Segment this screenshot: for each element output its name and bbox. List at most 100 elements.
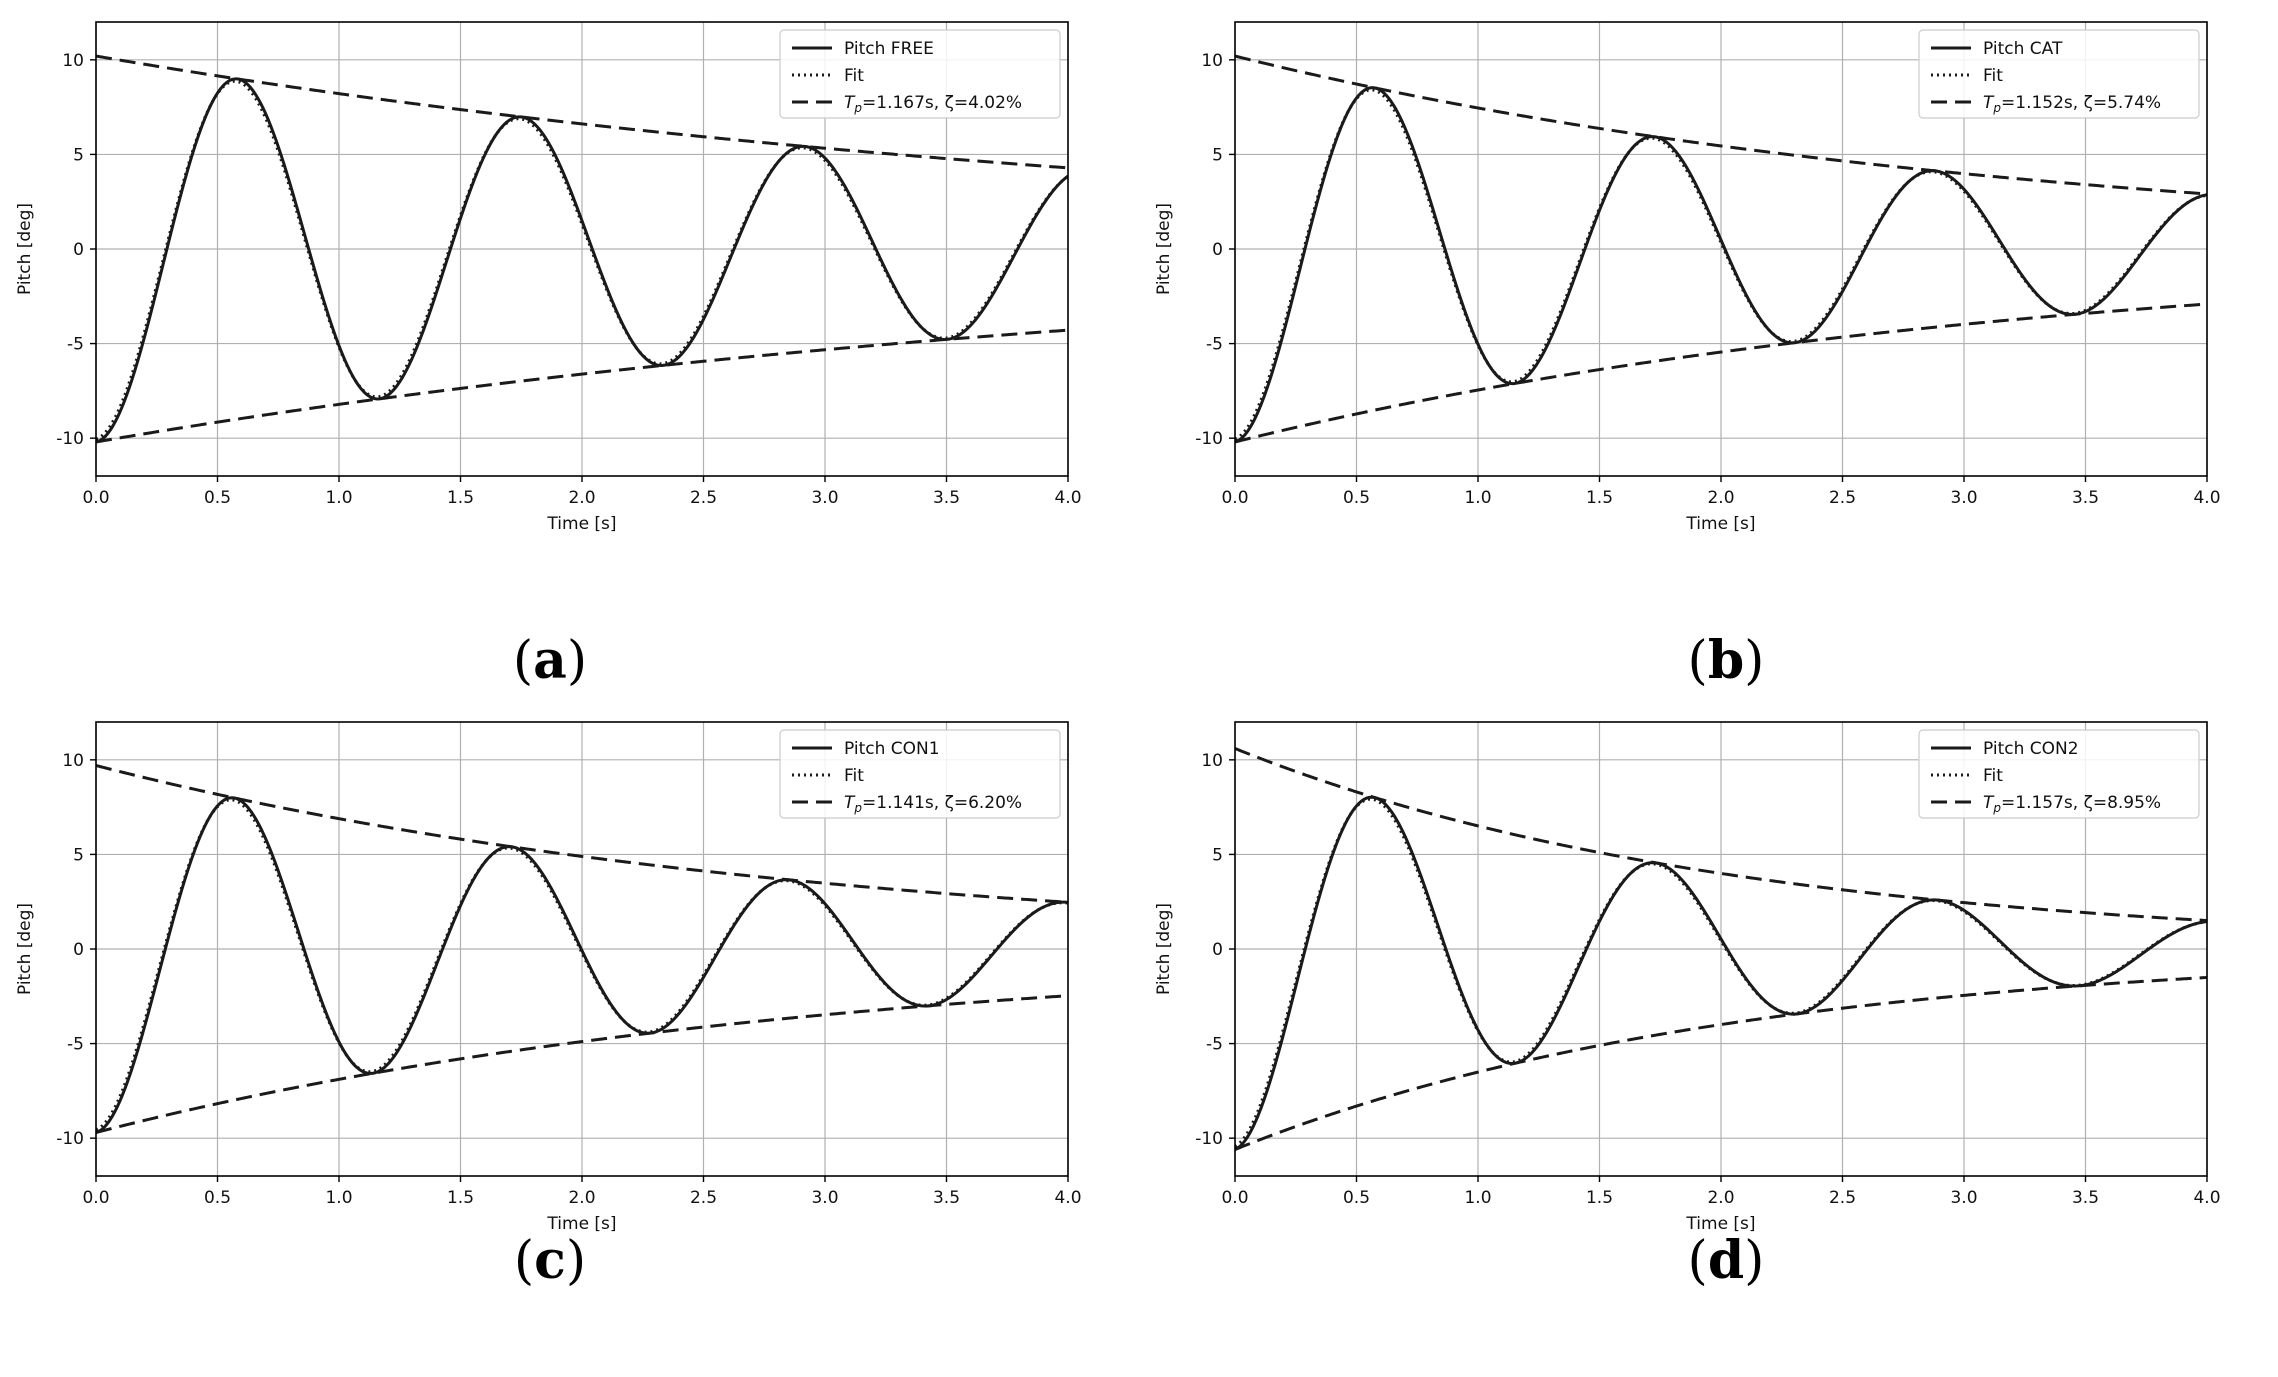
legend-label: Pitch CON1 [844,739,940,759]
series-pitch [96,796,1068,1134]
x-tick-label: 3.0 [1950,488,1977,508]
legend-label-value: =1.152s, ζ=5.74% [2001,93,2161,113]
y-tick-label: -5 [1206,1035,1223,1055]
y-tick-label: 10 [1201,751,1223,771]
legend-label: Pitch FREE [844,39,934,59]
y-tick-label: 5 [73,845,84,865]
legend-label: Tp=1.167s, ζ=4.02% [844,93,1022,115]
x-axis-label: Time [s] [1685,1214,1755,1234]
series-envelope-upper [1235,54,2207,196]
x-tick-label: 3.5 [933,1188,960,1208]
chart-panel-d: 0.0 0.5 1.0 1.5 2.0 2.5 3.0 3.5 4.0 10 5 0 -5 -10 Time… [1139,700,2278,1377]
chart-panel-c: 0.0 0.5 1.0 1.5 2.0 2.5 3.0 3.5 4.0 10 5 0 -5 -10 Time… [0,700,1139,1377]
y-tick-label: -10 [1195,1129,1223,1149]
legend-box [779,729,1061,819]
x-tick-label: 3.5 [2072,1188,2099,1208]
x-tick-label: 2.0 [568,488,595,508]
x-tick-label: 4.0 [2193,488,2220,508]
chart-svg-d: 0.0 0.5 1.0 1.5 2.0 2.5 3.0 3.5 4.0 10 5 0 -5 -10 Time… [1154,721,2221,1234]
x-tick-label: 3.0 [811,488,838,508]
y-tick-label: -10 [1195,429,1223,449]
chart-svg-c: 0.0 0.5 1.0 1.5 2.0 2.5 3.0 3.5 4.0 10 5 0 -5 -10 Time… [15,721,1082,1234]
y-tick-label: -5 [67,1035,84,1055]
legend: Pitch CON2 Fit Tp=1.157s, ζ=8.95% [1918,729,2200,819]
x-tick-label: 2.0 [1707,488,1734,508]
panel-caption-b: (b) [1687,630,1765,691]
series-envelope-lower [1235,975,2207,1151]
series-envelope-upper [96,54,1068,170]
legend-label-symbol: T [1983,93,1995,113]
x-tick-label: 0.0 [1221,1188,1248,1208]
chart-svg-b: 0.0 0.5 1.0 1.5 2.0 2.5 3.0 3.5 4.0 10 5 0 -5 -10 Time… [1154,21,2221,534]
x-tick-label: 0.0 [82,488,109,508]
x-tick-label: 0.5 [204,1188,231,1208]
series-pitch [96,77,1068,444]
x-tick-label: 0.5 [1343,1188,1370,1208]
y-tick-label: 0 [73,240,84,260]
x-axis-label: Time [s] [546,1214,616,1234]
x-tick-label: 1.5 [1586,1188,1613,1208]
legend-label: Tp=1.157s, ζ=8.95% [1983,793,2161,815]
legend-label: Fit [1983,766,2003,786]
series-envelope-lower [1235,302,2207,444]
x-tick-label: 2.5 [1829,488,1856,508]
y-tick-label: -10 [56,1129,84,1149]
x-tick-label: 1.0 [325,1188,352,1208]
series-envelope-lower [96,328,1068,444]
series-group [96,54,1068,444]
y-tick-label: 0 [1212,940,1223,960]
legend-label-symbol: T [844,793,856,813]
x-tick-label: 4.0 [2193,1188,2220,1208]
x-tick-label: 3.5 [933,488,960,508]
y-tick-label: 5 [1212,145,1223,165]
x-tick-label: 0.5 [204,488,231,508]
x-tick-label: 1.0 [1464,1188,1491,1208]
x-tick-label: 0.5 [1343,488,1370,508]
y-axis-label: Pitch [deg] [1154,903,1174,995]
legend: Pitch CAT Fit Tp=1.152s, ζ=5.74% [1918,29,2200,119]
series-group [1235,54,2207,444]
y-tick-label: 10 [1201,51,1223,71]
x-tick-label: 3.0 [1950,1188,1977,1208]
y-tick-label: 0 [1212,240,1223,260]
x-tick-label: 2.0 [568,1188,595,1208]
legend: Pitch FREE Fit Tp=1.167s, ζ=4.02% [779,29,1061,119]
x-tick-label: 0.0 [1221,488,1248,508]
x-tick-label: 3.5 [2072,488,2099,508]
x-tick-label: 0.0 [82,1188,109,1208]
y-tick-label: 5 [73,145,84,165]
series-pitch [1235,86,2207,444]
legend-label: Pitch CAT [1983,39,2063,59]
y-tick-label: 10 [62,751,84,771]
x-tick-label: 4.0 [1054,488,1081,508]
series-group [1235,747,2207,1151]
x-tick-label: 1.5 [447,1188,474,1208]
legend-label: Tp=1.141s, ζ=6.20% [844,793,1022,815]
legend-label-subscript: p [853,101,862,115]
panel-caption-c: (c) [513,1230,587,1291]
x-tick-label: 1.0 [325,488,352,508]
x-tick-label: 4.0 [1054,1188,1081,1208]
legend-label-symbol: T [1983,793,1995,813]
legend-label: Fit [844,66,864,86]
x-axis-label: Time [s] [1685,514,1755,534]
x-tick-label: 1.5 [447,488,474,508]
legend-label: Fit [1983,66,2003,86]
y-tick-label: 10 [62,51,84,71]
legend-label: Tp=1.152s, ζ=5.74% [1983,93,2161,115]
series-envelope-upper [96,764,1068,904]
y-tick-label: -5 [67,335,84,355]
x-tick-label: 1.5 [1586,488,1613,508]
series-envelope-lower [96,994,1068,1134]
x-tick-label: 2.5 [690,488,717,508]
legend-label-value: =1.167s, ζ=4.02% [862,93,1022,113]
series-fit [1235,88,2207,441]
chart-svg-a: 0.0 0.5 1.0 1.5 2.0 2.5 3.0 3.5 4.0 10 5 0 -5 -10 Time… [15,21,1082,534]
y-tick-label: -5 [1206,335,1223,355]
legend-box [779,29,1061,119]
panel-caption-d: (d) [1687,1230,1765,1291]
chart-panel-a: 0.0 0.5 1.0 1.5 2.0 2.5 3.0 3.5 4.0 10 5 0 -5 -10 Time… [0,0,1139,691]
legend-label-value: =1.157s, ζ=8.95% [2001,793,2161,813]
series-pitch [1235,795,2207,1151]
x-tick-label: 1.0 [1464,488,1491,508]
